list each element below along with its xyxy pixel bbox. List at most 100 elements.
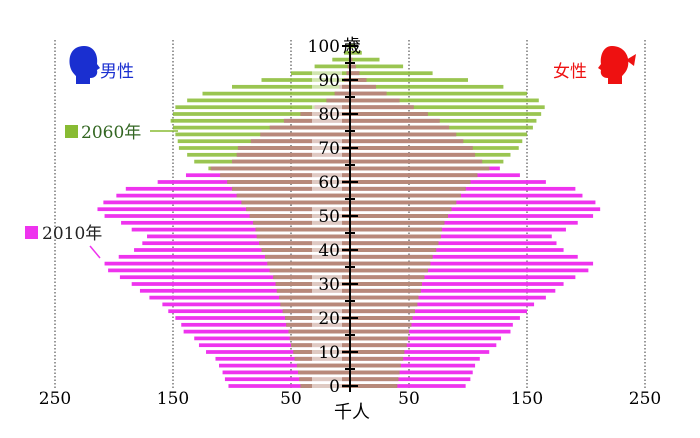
bar-overlap-female <box>350 153 475 157</box>
bar-male-2060年 <box>332 58 350 62</box>
legend-2060-swatch <box>65 125 78 138</box>
bar-overlap-female <box>350 207 451 211</box>
bar-overlap-male <box>237 194 350 198</box>
bar-overlap-female <box>350 173 477 177</box>
bar-overlap-female <box>350 201 456 205</box>
bar-overlap-female <box>350 282 422 286</box>
bar-overlap-female <box>350 194 461 198</box>
bar-overlap-male <box>270 126 350 130</box>
bar-overlap-male <box>256 228 350 232</box>
bar-overlap-female <box>350 112 428 116</box>
y-tick-label: 40 <box>318 241 340 261</box>
x-tick-label: 250 <box>39 389 71 409</box>
bar-overlap-female <box>350 309 415 313</box>
y-tick-label: 90 <box>318 71 340 91</box>
bar-overlap-female <box>350 255 433 259</box>
y-tick-label: 100 <box>308 37 340 57</box>
bar-overlap-female <box>350 99 400 103</box>
bar-overlap-female <box>350 85 376 89</box>
bar-female-2060年 <box>350 78 468 82</box>
bar-overlap-female <box>350 275 424 279</box>
y-tick-label: 60 <box>318 173 340 193</box>
bar-overlap-female <box>350 167 489 171</box>
bar-overlap-male <box>270 269 350 273</box>
x-tick-label: 250 <box>629 389 661 409</box>
bar-overlap-female <box>350 187 466 191</box>
bar-overlap-female <box>350 139 463 143</box>
bar-overlap-male <box>232 160 350 164</box>
bar-female-2060年 <box>350 71 433 75</box>
bar-female-2060年 <box>350 65 403 69</box>
y-tick-label: 30 <box>318 275 340 295</box>
x-tick-label: 150 <box>157 389 189 409</box>
bar-overlap-female <box>350 364 401 368</box>
bar-overlap-male <box>241 201 350 205</box>
bar-overlap-female <box>350 296 418 300</box>
bar-overlap-female <box>350 343 407 347</box>
bar-overlap-male <box>211 167 350 171</box>
bar-overlap-female <box>350 371 400 375</box>
bar-overlap-female <box>350 262 430 266</box>
bar-overlap-female <box>350 377 398 381</box>
bar-overlap-female <box>350 71 359 75</box>
female-head-icon <box>598 46 636 84</box>
legend-2010-pointer <box>90 246 100 258</box>
bar-overlap-female <box>350 235 441 239</box>
bar-overlap-female <box>350 323 411 327</box>
bar-overlap-female <box>350 303 417 307</box>
bar-overlap-male <box>289 330 350 334</box>
bar-overlap-female <box>350 180 470 184</box>
bar-overlap-male <box>290 337 350 341</box>
male-label: 男性 <box>100 62 134 82</box>
bar-overlap-female <box>350 146 473 150</box>
legend-2060-label: 2060年 <box>81 123 141 143</box>
bar-overlap-female <box>350 330 409 334</box>
bar-overlap-female <box>350 316 413 320</box>
bar-overlap-male <box>297 364 350 368</box>
male-head-icon <box>70 46 100 84</box>
bar-overlap-female <box>350 228 442 232</box>
bar-overlap-female <box>350 350 404 354</box>
x-tick-label: 50 <box>398 389 420 409</box>
y-tick-label: 50 <box>318 207 340 227</box>
bar-overlap-male <box>326 99 350 103</box>
x-tick-label: 50 <box>280 389 302 409</box>
y-axis-title: 歳 <box>343 36 361 57</box>
bar-overlap-male <box>260 133 350 137</box>
bar-overlap-female <box>350 119 440 123</box>
bar-overlap-female <box>350 357 403 361</box>
x-tick-label: 150 <box>511 389 543 409</box>
bar-overlap-female <box>350 160 482 164</box>
female-label: 女性 <box>553 62 587 82</box>
bar-overlap-female <box>350 221 444 225</box>
bar-overlap-male <box>267 262 350 266</box>
bar-overlap-male <box>279 296 350 300</box>
bar-overlap-female <box>350 337 408 341</box>
bar-overlap-female <box>350 126 449 130</box>
bar-overlap-male <box>335 92 350 96</box>
y-tick-label: 10 <box>318 343 340 363</box>
bar-overlap-female <box>350 133 456 137</box>
x-axis-title: 千人 <box>334 402 370 423</box>
bar-overlap-male <box>298 371 350 375</box>
bar-overlap-female <box>350 214 448 218</box>
bar-overlap-female <box>350 269 428 273</box>
bar-overlap-female <box>350 289 421 293</box>
bar-overlap-female <box>350 105 414 109</box>
y-tick-label: 80 <box>318 105 340 125</box>
bar-male-2060年 <box>187 99 350 103</box>
bar-female-2060年 <box>350 58 380 62</box>
legend-2010-label: 2010年 <box>42 224 102 244</box>
bar-overlap-female <box>350 92 387 96</box>
bar-male-2060年 <box>315 65 350 69</box>
bar-overlap-female <box>350 241 439 245</box>
y-tick-label: 0 <box>329 377 340 397</box>
bar-overlap-male <box>257 235 350 239</box>
bar-overlap-female <box>350 248 436 252</box>
y-tick-label: 20 <box>318 309 340 329</box>
y-tick-label: 70 <box>318 139 340 159</box>
bar-overlap-male <box>280 303 350 307</box>
legend-2010-swatch <box>25 226 38 239</box>
